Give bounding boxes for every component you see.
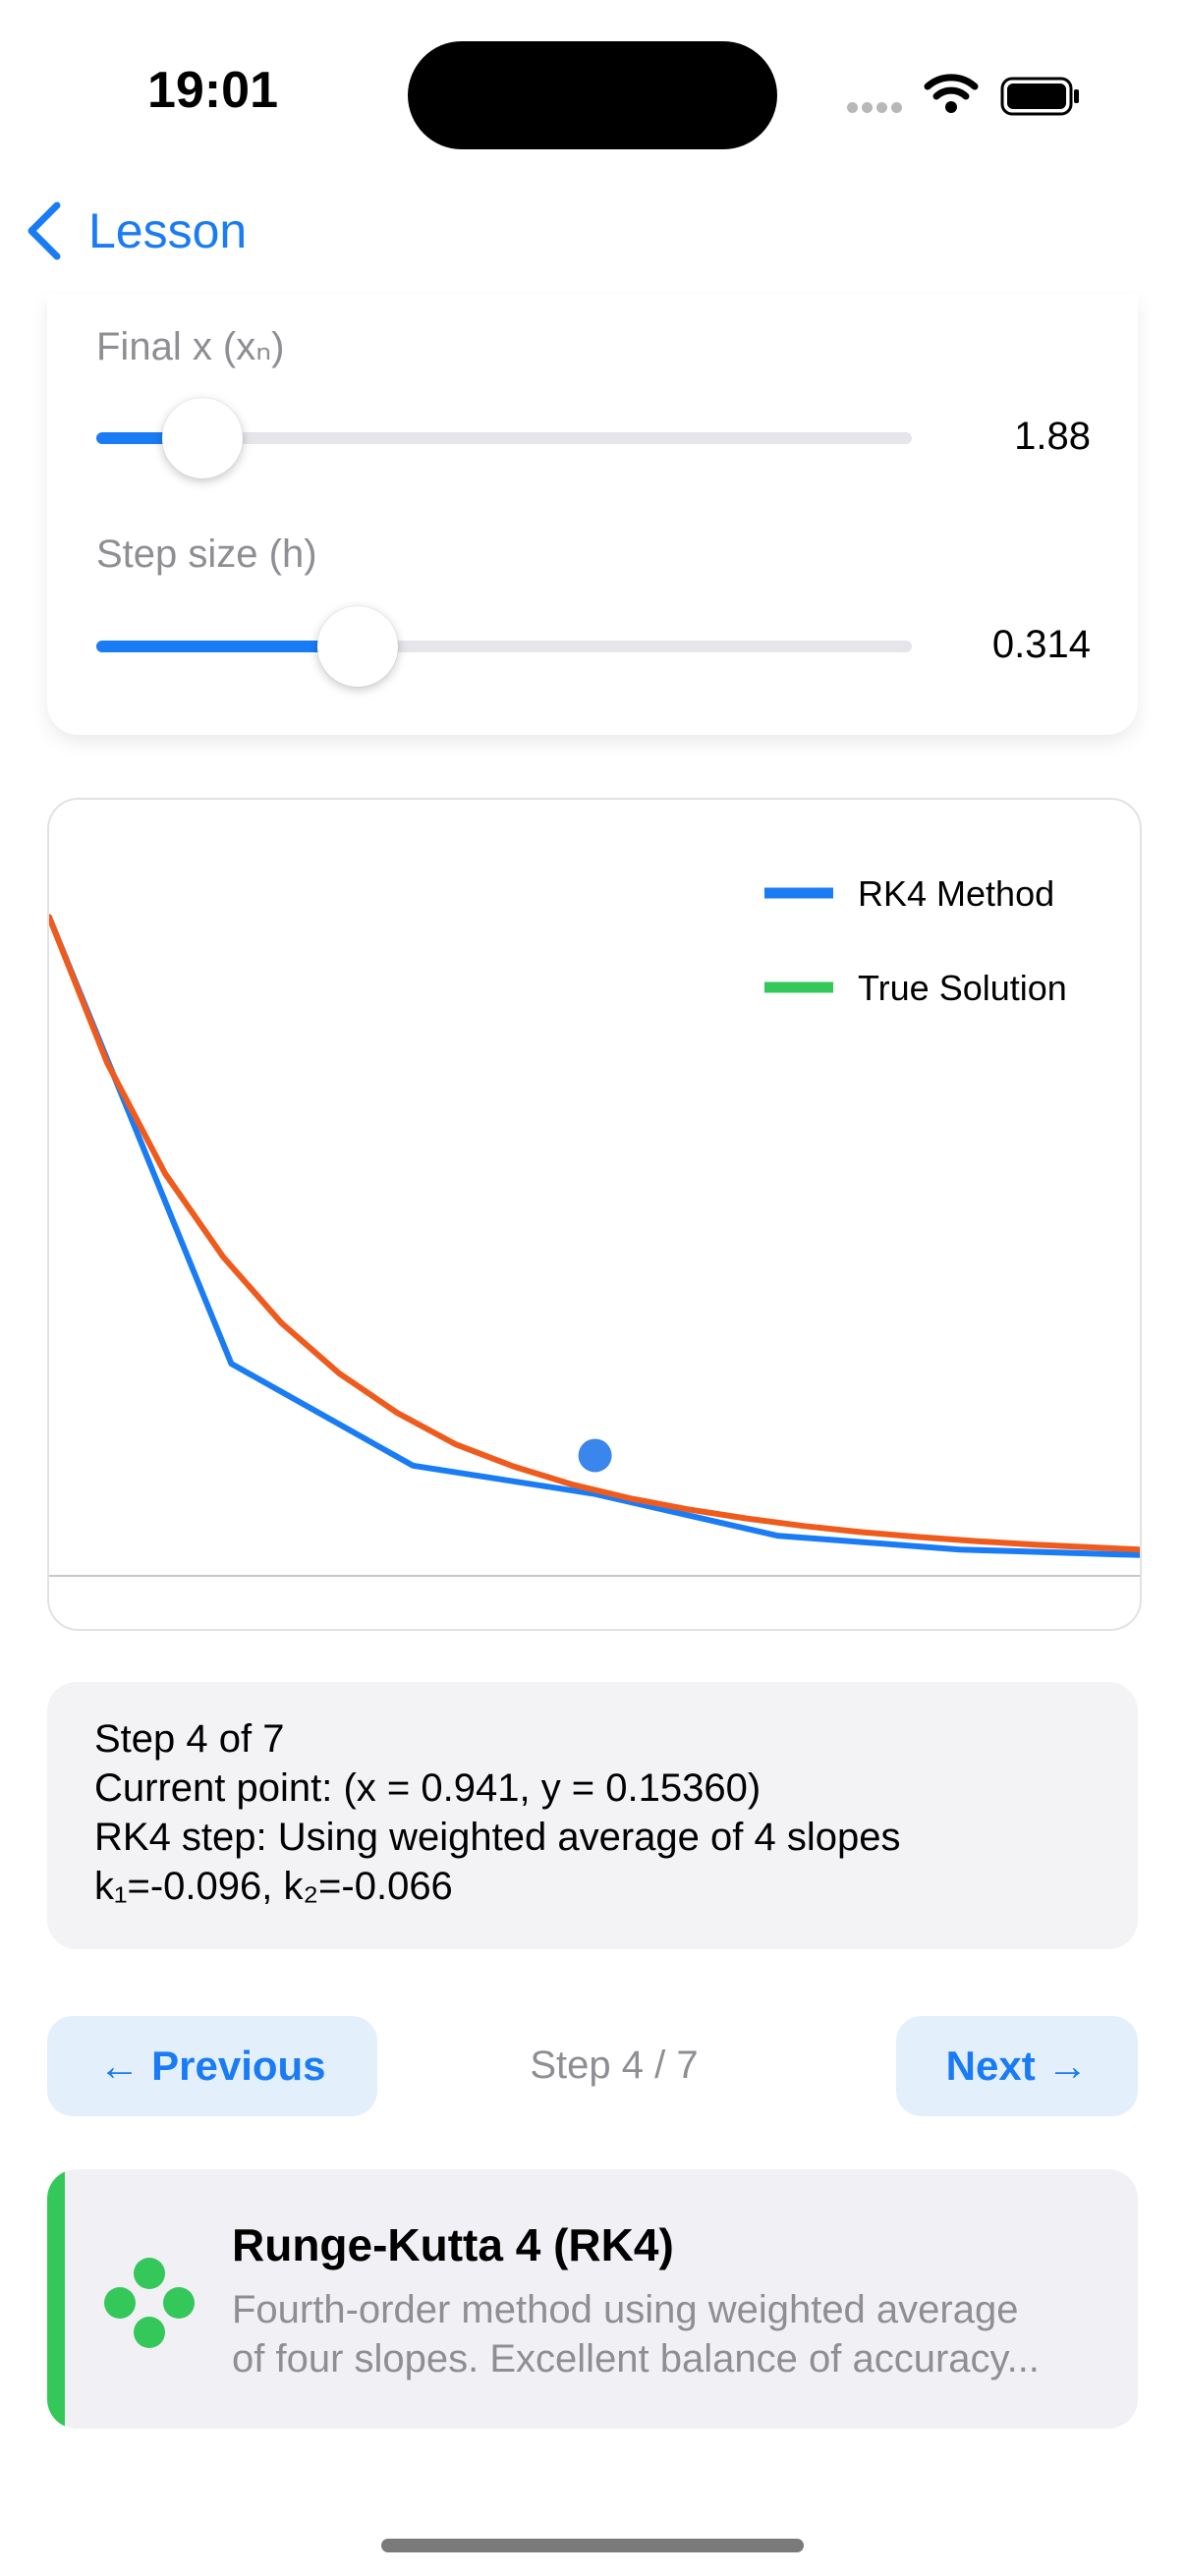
- true-solution-line: [49, 914, 1140, 1553]
- step-info-line: Step 4 of 7: [94, 1717, 285, 1761]
- dynamic-island: [408, 41, 777, 149]
- step-size-slider-fill: [96, 641, 358, 652]
- four-dots-icon: [104, 2258, 195, 2348]
- final-x-slider[interactable]: [96, 432, 912, 444]
- controls-card: Final x (xₙ) 1.88 Step size (h) 0.314: [47, 295, 1138, 735]
- solution-chart: RK4 Method True Solution: [47, 798, 1142, 1631]
- slopes-line: k₁=-0.096, k₂=-0.066: [94, 1865, 453, 1908]
- current-point-marker: [578, 1438, 612, 1473]
- chart-plot: RK4 Method True Solution: [49, 873, 1140, 1577]
- step-size-value: 0.314: [991, 623, 1091, 666]
- back-button[interactable]: Lesson: [24, 196, 247, 265]
- final-x-label: Final x (xₙ): [96, 325, 285, 368]
- method-description: Fourth-order method using weighted avera…: [232, 2285, 1116, 2383]
- rk4-step-line: RK4 step: Using weighted average of 4 sl…: [94, 1816, 901, 1859]
- step-info-box: Step 4 of 7 Current point: (x = 0.941, y…: [47, 1682, 1138, 1949]
- step-size-label: Step size (h): [96, 532, 317, 576]
- battery-icon: [1000, 77, 1079, 116]
- status-time: 19:01: [147, 62, 278, 119]
- method-card[interactable]: Runge-Kutta 4 (RK4) Fourth-order method …: [47, 2169, 1138, 2429]
- method-description-line: Fourth-order method using weighted avera…: [232, 2288, 1019, 2331]
- next-button[interactable]: Next →: [896, 2016, 1138, 2116]
- cellular-signal-icon: [847, 100, 910, 113]
- chart-legend: RK4 Method True Solution: [764, 873, 1067, 1008]
- method-title: Runge-Kutta 4 (RK4): [232, 2219, 674, 2270]
- final-x-slider-thumb[interactable]: [161, 398, 243, 478]
- rk4-method-line: [49, 914, 1140, 1558]
- home-indicator: [381, 2539, 804, 2552]
- wifi-icon: [924, 74, 979, 113]
- method-description-line: of four slopes. Excellent balance of acc…: [232, 2337, 1040, 2380]
- legend-label: RK4 Method: [858, 873, 1054, 914]
- final-x-value: 1.88: [1014, 415, 1091, 458]
- chevron-left-icon: [28, 201, 61, 260]
- step-size-slider-thumb[interactable]: [316, 606, 398, 687]
- previous-button[interactable]: ← Previous: [47, 2016, 377, 2116]
- current-point-line: Current point: (x = 0.941, y = 0.15360): [94, 1766, 762, 1810]
- legend-label: True Solution: [858, 968, 1067, 1008]
- method-accent-bar: [47, 2169, 65, 2429]
- back-label: Lesson: [88, 203, 248, 258]
- step-indicator: Step 4 / 7: [530, 2044, 699, 2087]
